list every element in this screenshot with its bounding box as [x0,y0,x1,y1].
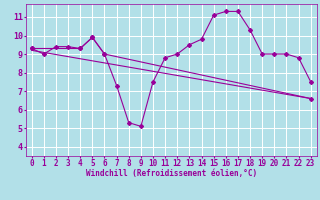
X-axis label: Windchill (Refroidissement éolien,°C): Windchill (Refroidissement éolien,°C) [86,169,257,178]
